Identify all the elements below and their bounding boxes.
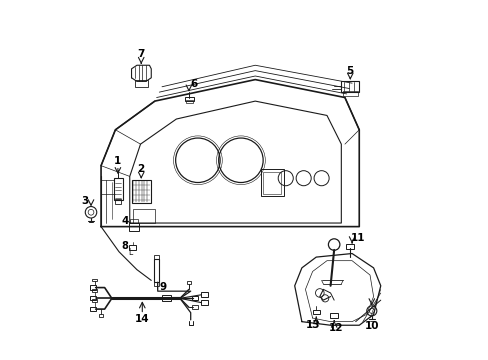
Text: 10: 10 [364, 321, 378, 331]
Bar [263, 172, 281, 194]
Bar [154, 282, 159, 286]
Text: 14: 14 [135, 314, 149, 324]
Text: 4: 4 [121, 216, 128, 226]
Bar [92, 279, 97, 282]
Bar [99, 314, 103, 317]
Bar [90, 285, 96, 290]
Bar [131, 180, 151, 203]
Text: 5: 5 [346, 66, 353, 76]
Bar [92, 299, 97, 302]
Bar [129, 245, 136, 249]
Bar [201, 292, 207, 297]
Bar [346, 244, 353, 249]
Bar [341, 81, 359, 92]
Bar [92, 289, 97, 292]
Bar [312, 310, 319, 315]
Text: 13: 13 [305, 320, 320, 329]
Bar [185, 100, 192, 103]
Bar [329, 313, 337, 318]
Text: 1: 1 [114, 156, 122, 166]
Bar [192, 296, 198, 301]
Bar [201, 301, 207, 305]
Text: 8: 8 [121, 241, 128, 251]
Text: L: L [128, 248, 133, 257]
Text: 7: 7 [137, 49, 144, 59]
Bar [115, 199, 121, 204]
Text: 11: 11 [350, 233, 365, 243]
Bar [113, 178, 122, 200]
Text: 9: 9 [159, 282, 166, 292]
Bar [90, 296, 96, 301]
Text: 3: 3 [81, 196, 88, 206]
Bar [260, 169, 284, 196]
Bar [154, 255, 159, 259]
Text: 6: 6 [190, 79, 198, 89]
Bar [90, 307, 96, 311]
Bar [135, 80, 147, 87]
Bar [192, 305, 198, 310]
Bar [130, 220, 138, 223]
Bar [162, 296, 171, 301]
Bar [184, 97, 193, 101]
Bar [154, 259, 159, 282]
Text: 12: 12 [328, 323, 343, 333]
Bar [133, 209, 155, 223]
Bar [186, 282, 191, 284]
Text: 2: 2 [137, 164, 144, 174]
Bar [129, 223, 139, 231]
Bar [342, 91, 357, 96]
